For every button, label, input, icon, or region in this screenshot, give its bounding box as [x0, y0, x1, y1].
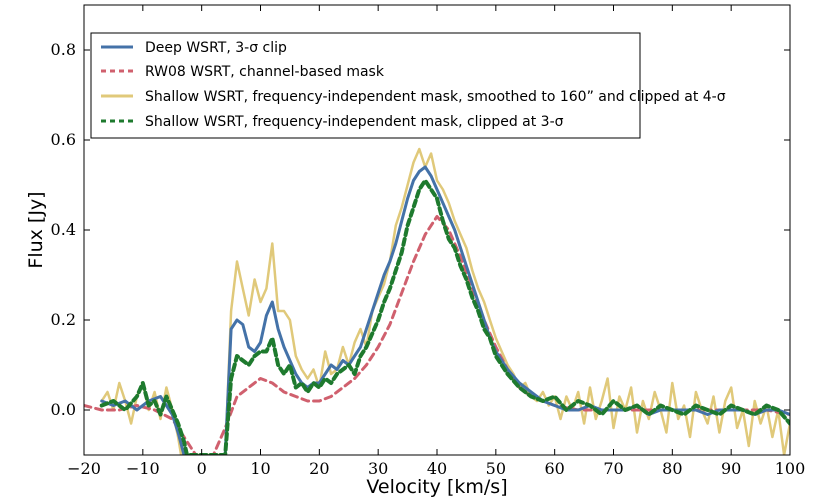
x-tick-label: 40	[427, 459, 447, 478]
y-axis-label: Flux [Jy]	[25, 191, 47, 268]
legend-label-rw08: RW08 WSRT, channel-based mask	[145, 64, 385, 80]
rw08-wsrt-line	[84, 215, 790, 455]
legend-label-shallow-clipped: Shallow WSRT, frequency-independent mask…	[145, 114, 564, 130]
legend-label-deep: Deep WSRT, 3-σ clip	[145, 40, 287, 56]
x-axis-label: Velocity [km/s]	[366, 476, 507, 498]
y-tick-label: 0.4	[51, 220, 76, 239]
x-tick-label: 70	[603, 459, 623, 478]
x-tick-label: −20	[67, 459, 101, 478]
x-tick-label: 60	[544, 459, 564, 478]
y-tick-label: 0.2	[51, 310, 76, 329]
legend-box	[90, 32, 641, 139]
x-tick-label: 50	[486, 459, 506, 478]
series-layer	[84, 147, 790, 455]
x-tick-label: 90	[721, 459, 741, 478]
deep-wsrt-line	[100, 165, 790, 455]
tick-layer: −20 −10 0 10 20 30 40 50 60 70 80 90 100 0.0 0.2 0.4 0.6…	[51, 5, 806, 478]
x-tick-label: 10	[250, 459, 270, 478]
x-tick-label: 80	[662, 459, 682, 478]
shallow-clipped-line	[99, 178, 790, 455]
x-tick-label: 0	[197, 459, 207, 478]
x-tick-label: −10	[126, 459, 160, 478]
x-tick-label: 100	[775, 459, 806, 478]
legend-label-shallow-smoothed: Shallow WSRT, frequency-independent mask…	[145, 89, 726, 105]
y-tick-label: 0.8	[51, 40, 76, 59]
x-tick-label: 20	[309, 459, 329, 478]
y-tick-label: 0.0	[51, 400, 76, 419]
legend: Deep WSRT, 3-σ clip RW08 WSRT, channel-b…	[90, 32, 726, 139]
x-tick-label: 30	[368, 459, 388, 478]
y-tick-label: 0.6	[51, 130, 76, 149]
